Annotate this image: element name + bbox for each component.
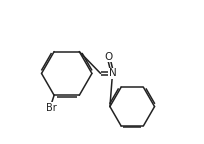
Text: Br: Br <box>46 103 57 113</box>
Text: N: N <box>109 68 116 78</box>
Text: O: O <box>105 52 113 62</box>
